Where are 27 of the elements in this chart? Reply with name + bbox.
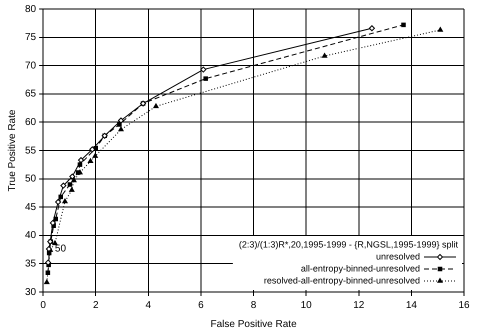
x-tick-label: 6 bbox=[198, 300, 204, 311]
y-tick-label: 30 bbox=[25, 286, 37, 298]
y-tick-label: 35 bbox=[25, 258, 37, 270]
x-axis-title: False Positive Rate bbox=[210, 318, 298, 330]
legend-label: unresolved bbox=[376, 251, 420, 262]
y-tick-label: 45 bbox=[25, 202, 37, 213]
x-tick-label: 10 bbox=[300, 300, 312, 311]
y-tick-label: 70 bbox=[25, 60, 37, 72]
legend-label: resolved-all-entropy-binned-unresolved bbox=[264, 275, 420, 286]
y-tick-label: 80 bbox=[25, 4, 37, 15]
legend-label: all-entropy-binned-unresolved bbox=[300, 263, 420, 274]
x-tick-label: 14 bbox=[406, 300, 418, 311]
x-tick-label: 8 bbox=[250, 300, 257, 311]
x-tick-label: 16 bbox=[458, 300, 470, 311]
x-tick-label: 0 bbox=[40, 300, 46, 311]
y-tick-label: 65 bbox=[25, 88, 37, 100]
legend-title: (2:3)/(1:3)R*,20,1995-1999 - {R,NGSL,1995-1999} split bbox=[238, 239, 458, 250]
y-tick-label: 50 bbox=[25, 174, 37, 185]
annotation: 50 bbox=[54, 244, 66, 255]
y-axis-title: True Positive Rate bbox=[6, 109, 18, 192]
y-tick-label: 60 bbox=[25, 116, 37, 128]
y-tick-label: 75 bbox=[25, 32, 37, 44]
y-tick-label: 40 bbox=[25, 230, 37, 242]
x-tick-label: 2 bbox=[92, 300, 99, 311]
x-tick-label: 4 bbox=[146, 300, 152, 311]
x-tick-label: 12 bbox=[353, 300, 365, 311]
y-tick-label: 55 bbox=[25, 145, 37, 156]
